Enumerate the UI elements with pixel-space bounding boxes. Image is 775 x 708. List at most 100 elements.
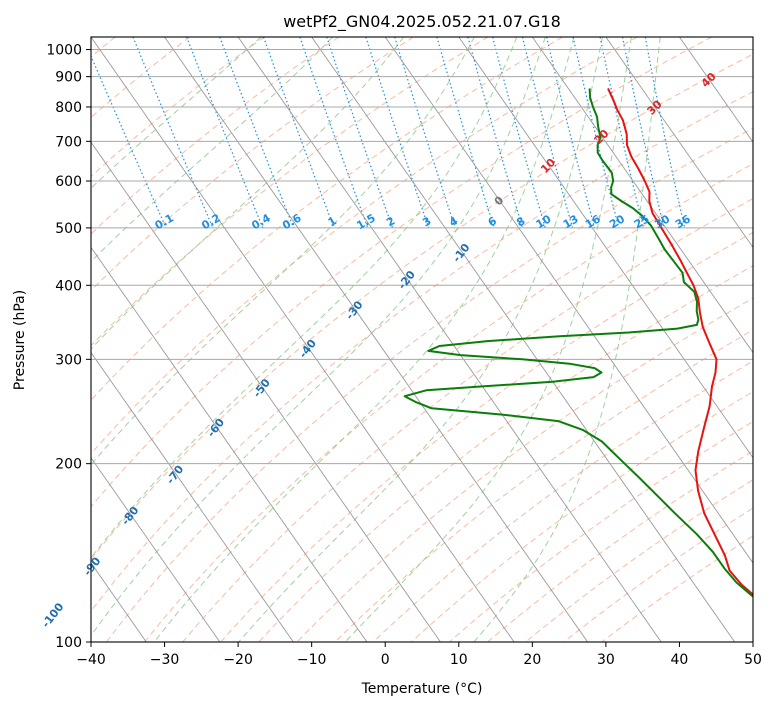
x-tick-label: −10	[297, 652, 327, 668]
moist-adiabat-label: -60	[205, 416, 228, 440]
dry-adiabat-line	[91, 37, 713, 508]
mixing-ratio-line	[132, 37, 214, 229]
y-tick-label: 500	[55, 221, 82, 237]
moist-adiabat-label: -90	[81, 554, 104, 578]
mixing-ratio-label: 2	[384, 214, 397, 229]
dry-adiabat-line	[91, 37, 340, 235]
moist-adiabat-line	[91, 37, 334, 263]
moist-adiabat-label: -40	[296, 337, 319, 361]
isotherm-line	[384, 37, 753, 564]
dry-adiabat-line	[296, 297, 753, 642]
dry-adiabat-line	[91, 37, 489, 347]
mixing-ratio-label: 25	[632, 212, 652, 231]
y-tick-label: 700	[55, 134, 82, 150]
x-tick-label: −20	[223, 652, 253, 668]
mixing-ratio-line	[546, 37, 596, 229]
dry-adiabat-line	[525, 479, 753, 642]
dry-adiabat-line	[487, 450, 753, 642]
isotherm-line	[91, 246, 368, 642]
x-tick-label: 20	[523, 652, 541, 668]
isotherm-line	[237, 37, 662, 642]
isotherm-line	[0, 37, 73, 642]
isotherm-line	[458, 37, 753, 459]
y-axis-ticks: 100 200 300 400 500 600 700 800 900 1000	[46, 43, 91, 651]
x-tick-label: 0	[381, 652, 390, 668]
dry-adiabat-label: 30	[645, 97, 665, 117]
mixing-ratio-label: 4	[447, 214, 460, 229]
x-tick-label: 30	[597, 652, 615, 668]
isotherm-line	[91, 141, 441, 642]
mixing-ratio-line	[219, 37, 295, 229]
mixing-ratio-label: 0.4	[249, 211, 273, 232]
isotherm-line	[605, 37, 753, 249]
mixing-ratio-label: 1.5	[354, 211, 377, 232]
dry-adiabat-line	[334, 329, 753, 642]
isotherm-line	[164, 37, 588, 642]
x-tick-label: 50	[744, 652, 762, 668]
moist-adiabat-label: -100	[39, 600, 66, 630]
mixing-ratio-label: 30	[652, 212, 672, 231]
y-tick-label: 300	[55, 352, 82, 368]
mixing-ratio-label: 0.2	[199, 211, 222, 232]
moist-adiabat-label: -70	[164, 463, 187, 487]
moist-adiabat-line	[91, 37, 475, 466]
x-tick-label: −30	[150, 652, 180, 668]
moist-adiabat-line	[91, 37, 262, 189]
dry-adiabat-line	[258, 265, 753, 642]
mixing-ratio-label: 1	[326, 214, 339, 229]
mixing-ratio-label: 13	[561, 212, 581, 231]
x-tick-label: 40	[671, 652, 689, 668]
mixing-ratio-line	[186, 37, 264, 229]
isotherm-line	[91, 351, 294, 642]
isotherm-line	[531, 37, 753, 354]
mixing-ratio-line	[262, 37, 335, 229]
moist-adiabat-label: -50	[250, 376, 273, 400]
moist-adiabat-line	[473, 37, 661, 642]
dry-adiabat-line	[91, 37, 563, 401]
dry-adiabat-line	[182, 197, 753, 642]
dry-adiabat-line	[372, 360, 753, 642]
mixing-ratio-line	[521, 37, 574, 229]
dry-adiabat-label: 20	[592, 127, 612, 147]
x-tick-label: 10	[450, 652, 468, 668]
dry-adiabat-line	[91, 37, 265, 178]
y-tick-label: 100	[55, 635, 82, 651]
isotherm-line	[91, 456, 221, 642]
mixing-ratio-line	[299, 37, 369, 229]
y-tick-label: 400	[55, 278, 82, 294]
y-tick-label: 600	[55, 174, 82, 190]
mixing-ratio-line	[572, 37, 620, 229]
mixing-ratio-label: 36	[673, 212, 693, 231]
moist-adiabat-line	[344, 37, 632, 642]
temperature-line	[607, 87, 753, 596]
isopleth-labels: 0.1 0.2 0.4 0.6 1 1.5 2 3 4 6 8 10 13 16 20 25 30 36-100-…	[39, 70, 719, 630]
moist-adiabat-label: -80	[119, 504, 142, 528]
dry-adiabat-line	[91, 53, 753, 560]
y-tick-label: 800	[55, 100, 82, 116]
mixing-ratio-label: 0.6	[280, 211, 304, 232]
x-tick-label: −40	[76, 652, 106, 668]
moist-adiabat-line	[91, 37, 404, 350]
x-axis-title: Temperature (°C)	[361, 681, 483, 697]
mixing-ratio-line	[467, 37, 524, 229]
moist-adiabat-line	[238, 37, 603, 642]
moist-adiabat-label: -30	[343, 298, 366, 322]
dry-adiabat-line	[410, 390, 753, 642]
dry-adiabat-line	[449, 420, 753, 642]
mixing-ratio-label: 8	[514, 214, 527, 229]
dry-adiabat-line	[144, 163, 753, 642]
dry-adiabat-line	[220, 231, 753, 642]
isotherm-line	[91, 37, 515, 642]
y-tick-label: 200	[55, 457, 82, 473]
mixing-ratio-line	[436, 37, 495, 229]
mixing-ratio-line	[599, 37, 645, 229]
chart-title: wetPf2_GN04.2025.052.21.07.G18	[283, 12, 561, 32]
dry-adiabat-line	[601, 535, 753, 642]
mixing-ratio-line	[91, 54, 167, 229]
dry-adiabat-label: 40	[699, 70, 719, 90]
dry-adiabat-line	[106, 127, 753, 642]
mixing-ratio-label: 10	[534, 212, 554, 231]
y-tick-label: 1000	[46, 43, 82, 59]
mixing-ratio-line	[365, 37, 430, 229]
